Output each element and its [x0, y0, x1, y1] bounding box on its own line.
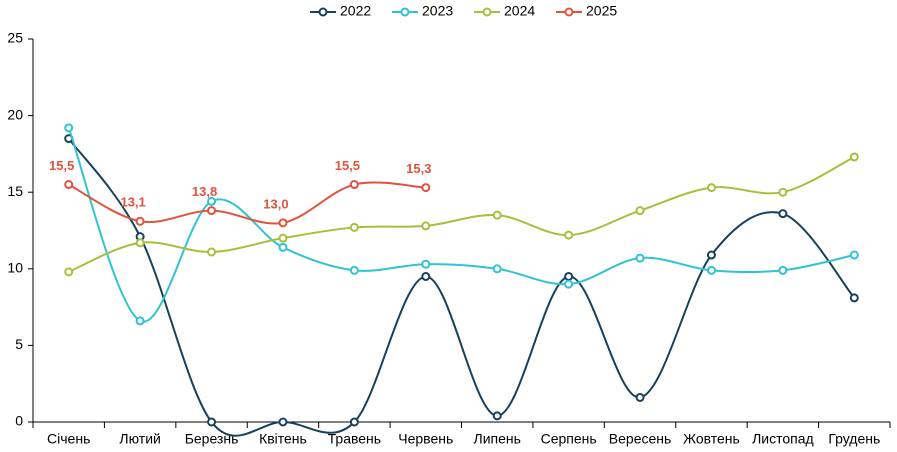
legend-label: 2022 [340, 3, 371, 19]
y-tick-label: 25 [7, 30, 23, 46]
marker [278, 242, 288, 252]
marker [635, 253, 645, 263]
data-label: 13,0 [263, 196, 288, 211]
marker [64, 180, 74, 190]
x-tick-label: Жовтень [683, 431, 740, 447]
x-tick-label: Лютий [119, 431, 160, 447]
marker [635, 392, 645, 402]
marker [207, 247, 217, 257]
marker [421, 221, 431, 231]
marker [849, 250, 859, 260]
x-tick-label: Вересень [609, 431, 672, 447]
marker [349, 222, 359, 232]
legend-label: 2024 [504, 3, 535, 19]
marker [849, 152, 859, 162]
x-tick-label: Листопад [752, 431, 814, 447]
marker [135, 216, 145, 226]
y-tick-label: 15 [7, 183, 23, 199]
marker [706, 250, 716, 260]
marker [207, 206, 217, 216]
marker [492, 210, 502, 220]
marker [706, 265, 716, 275]
marker [135, 238, 145, 248]
data-label: 15,5 [49, 158, 74, 173]
marker [349, 417, 359, 427]
marker [421, 259, 431, 269]
x-tick-label: Квітень [259, 431, 307, 447]
marker [64, 267, 74, 277]
marker [492, 264, 502, 274]
series [64, 152, 859, 277]
marker [706, 183, 716, 193]
x-tick-label: Серпень [541, 431, 597, 447]
marker [349, 180, 359, 190]
marker [421, 183, 431, 193]
marker [421, 271, 431, 281]
legend-marker [482, 7, 492, 17]
legend-marker [400, 7, 410, 17]
series [64, 123, 859, 326]
data-label: 13,8 [192, 184, 217, 199]
line [67, 137, 856, 437]
data-label: 13,1 [120, 195, 145, 210]
x-tick-label: Січень [47, 431, 90, 447]
x-tick-label: Травень [328, 431, 381, 447]
line [68, 156, 855, 273]
line [67, 127, 855, 323]
marker [135, 316, 145, 326]
data-label: 15,3 [406, 161, 431, 176]
marker [635, 206, 645, 216]
marker [778, 265, 788, 275]
legend-label: 2025 [586, 3, 617, 19]
marker [849, 293, 859, 303]
series [64, 134, 859, 437]
series: 15,5 13,1 13,8 13,0 15,5 15,3 [49, 158, 431, 228]
data-label: 15,5 [335, 158, 360, 173]
marker [278, 233, 288, 243]
y-tick-label: 20 [7, 106, 23, 122]
marker [564, 230, 574, 240]
legend-marker [318, 7, 328, 17]
y-tick-label: 10 [7, 260, 23, 276]
marker [778, 209, 788, 219]
marker [64, 123, 74, 133]
marker [564, 271, 574, 281]
marker [778, 187, 788, 197]
y-tick-label: 5 [15, 336, 23, 352]
marker [207, 417, 217, 427]
marker [278, 417, 288, 427]
x-tick-label: Липень [474, 431, 521, 447]
marker [349, 265, 359, 275]
marker [278, 218, 288, 228]
x-tick-label: Березнь [185, 431, 239, 447]
y-tick-label: 0 [15, 413, 23, 429]
legend-marker [564, 7, 574, 17]
marker [492, 411, 502, 421]
x-tick-label: Червень [398, 431, 453, 447]
x-tick-label: Грудень [828, 431, 880, 447]
legend-label: 2023 [422, 3, 453, 19]
marker [207, 196, 217, 206]
marker [564, 279, 574, 289]
